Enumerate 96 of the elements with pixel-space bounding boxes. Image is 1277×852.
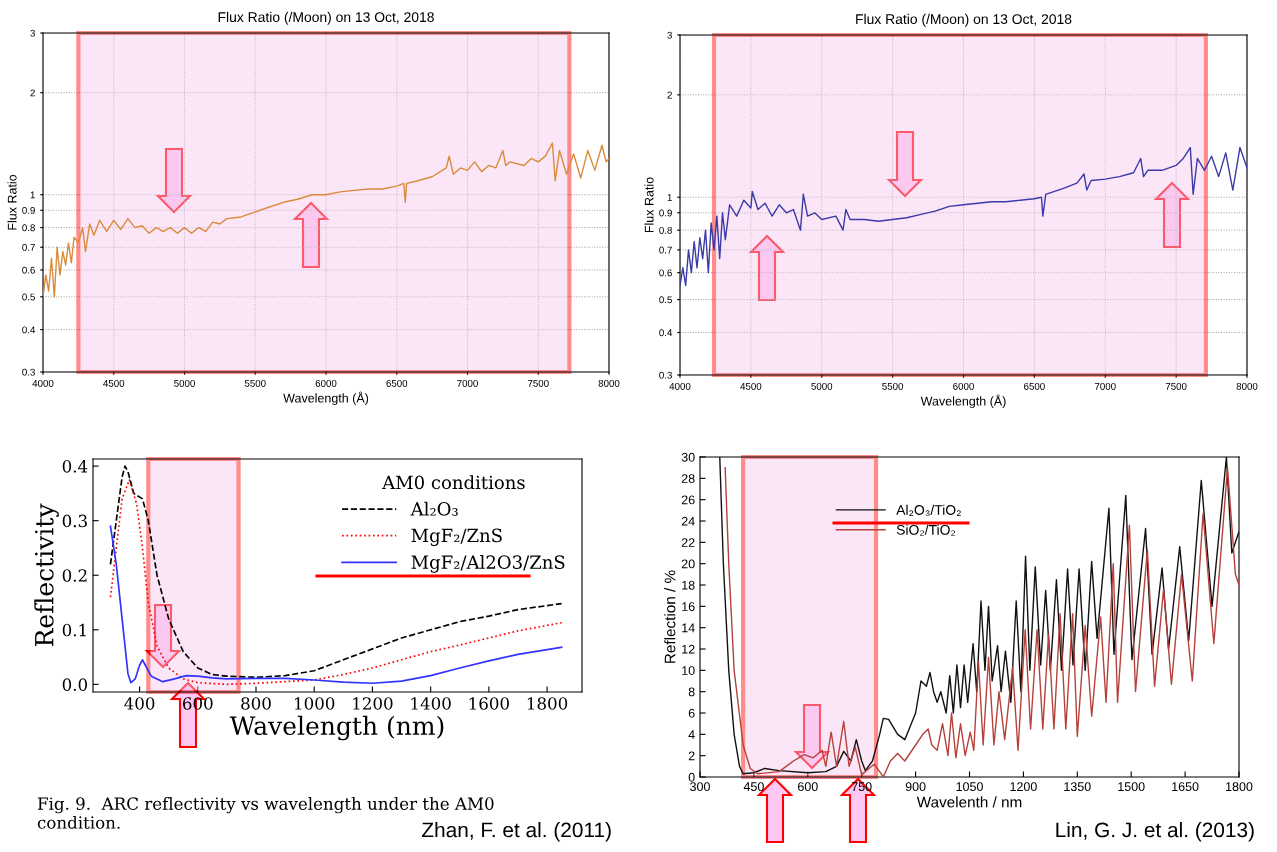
x-tick-label: 300 (690, 782, 710, 792)
line-series (43, 142, 609, 298)
x-tick-label: 4500 (740, 382, 762, 390)
legend-label: Al₂O₃ (410, 501, 458, 516)
y-tick-label: 0.3 (62, 514, 87, 528)
x-tick-label: 1400 (411, 697, 451, 710)
line-series (680, 146, 1247, 287)
y-tick-label: 12 (682, 644, 695, 654)
y-tick-label: 2 (30, 89, 35, 97)
y-tick-label: 1 (30, 191, 35, 199)
x-axis-title: Wavelength (nm) (229, 715, 444, 741)
line-series (109, 525, 563, 685)
y-tick-label: 0.9 (22, 206, 35, 214)
y-tick-label: 24 (681, 516, 695, 526)
y-tick-label: 0.9 (659, 209, 672, 217)
y-tick-label: 6 (688, 708, 695, 718)
y-tick-label: 4 (688, 730, 695, 739)
y-tick-label: 0.3 (659, 371, 672, 379)
x-tick-label: 1200 (353, 697, 393, 710)
x-tick-label: 4500 (103, 379, 125, 387)
y-tick-label: 0.1 (62, 623, 86, 637)
x-tick-label: 7500 (1165, 382, 1187, 390)
x-tick-label: 4000 (32, 379, 54, 387)
y-tick-label: 0.6 (22, 266, 35, 274)
y-axis-title: Reflectivity (34, 503, 59, 647)
x-tick-label: 1500 (1118, 782, 1145, 792)
y-tick-label: 16 (682, 602, 695, 611)
y-tick-label: 3 (30, 29, 35, 37)
x-tick-label: 6000 (315, 379, 337, 387)
y-tick-label: 10 (682, 666, 695, 675)
y-tick-label: 0.2 (62, 569, 87, 582)
y-axis-title: Flux Ratio (644, 177, 654, 233)
x-tick-label: 5000 (174, 379, 195, 387)
x-tick-label: 1600 (469, 697, 509, 710)
x-tick-label: 1350 (1064, 782, 1091, 792)
legend-label: MgF₂/Al2O3/ZnS (411, 555, 565, 573)
x-tick-label: 400 (124, 697, 155, 710)
y-tick-label: 0.6 (659, 269, 672, 277)
x-tick-label: 4000 (669, 382, 691, 390)
x-tick-label: 6000 (953, 382, 974, 390)
y-tick-label: 14 (682, 623, 695, 633)
y-axis-title: Reflection / % (664, 570, 676, 663)
chart-title: Flux Ratio (/Moon) on 13 Oct, 2018 (218, 11, 434, 25)
x-tick-label: 1800 (1226, 782, 1253, 792)
x-tick-label: 8000 (598, 379, 620, 387)
y-tick-label: 28 (681, 474, 695, 483)
y-tick-label: 0.8 (659, 226, 672, 234)
x-tick-label: 5500 (882, 382, 904, 390)
x-tick-label: 800 (241, 697, 271, 710)
y-tick-label: 0.5 (22, 293, 35, 301)
y-tick-label: 0.4 (62, 460, 88, 473)
x-tick-label: 7000 (1094, 382, 1116, 390)
text: Lin, G. J. et al. (2013) (1056, 822, 1254, 842)
x-axis-title: Wavelength (Å) (283, 391, 369, 406)
legend-label: SiO₂/TiO₂ (896, 524, 956, 536)
y-tick-label: 18 (682, 580, 695, 590)
x-tick-label: 900 (905, 782, 926, 792)
y-tick-label: 2 (688, 751, 695, 761)
x-tick-label: 1200 (1010, 782, 1037, 792)
y-tick-label: 0.8 (22, 224, 35, 232)
x-tick-label: 8000 (1236, 382, 1258, 390)
x-tick-label: 7500 (527, 379, 549, 387)
x-tick-label: 450 (743, 782, 764, 792)
x-tick-label: 1650 (1172, 782, 1199, 792)
legend-label: Al₂O₃/TiO₂ (896, 504, 961, 517)
y-tick-label: 0.3 (22, 368, 35, 376)
y-tick-label: 26 (681, 495, 695, 505)
x-tick-label: 600 (798, 782, 818, 792)
y-tick-label: 0.7 (22, 243, 35, 251)
y-axis-title: Flux Ratio (7, 174, 17, 230)
y-tick-label: 0.4 (659, 329, 673, 337)
legend-label: MgF₂/ZnS (411, 528, 502, 546)
x-tick-label: 1000 (295, 697, 335, 710)
x-tick-label: 5000 (811, 382, 833, 390)
x-tick-label: 5500 (244, 379, 266, 387)
x-tick-label: 7000 (457, 379, 478, 387)
x-axis-title: Wavelenth / nm (916, 796, 1022, 808)
x-axis-title: Wavelength (Å) (920, 394, 1006, 409)
x-tick-label: 6500 (386, 379, 408, 387)
y-tick-label: 0.5 (659, 296, 672, 304)
y-tick-label: 0.4 (22, 326, 36, 334)
y-tick-label: 0.0 (62, 678, 88, 691)
legend-title: AM0 conditions (382, 475, 525, 490)
chart-title: Flux Ratio (/Moon) on 13 Oct, 2018 (856, 13, 1072, 27)
y-tick-label: 0.7 (659, 246, 672, 254)
y-tick-label: 8 (688, 687, 695, 697)
y-tick-label: 1 (667, 194, 672, 201)
y-tick-label: 20 (681, 559, 695, 569)
y-tick-label: 2 (667, 91, 672, 99)
x-tick-label: 1050 (956, 782, 983, 792)
y-tick-label: 3 (667, 31, 672, 39)
y-tick-label: 0 (688, 772, 695, 782)
x-tick-label: 1800 (527, 697, 568, 710)
y-tick-label: 22 (681, 538, 695, 547)
x-tick-label: 6500 (1024, 382, 1045, 390)
y-tick-label: 30 (681, 452, 695, 462)
